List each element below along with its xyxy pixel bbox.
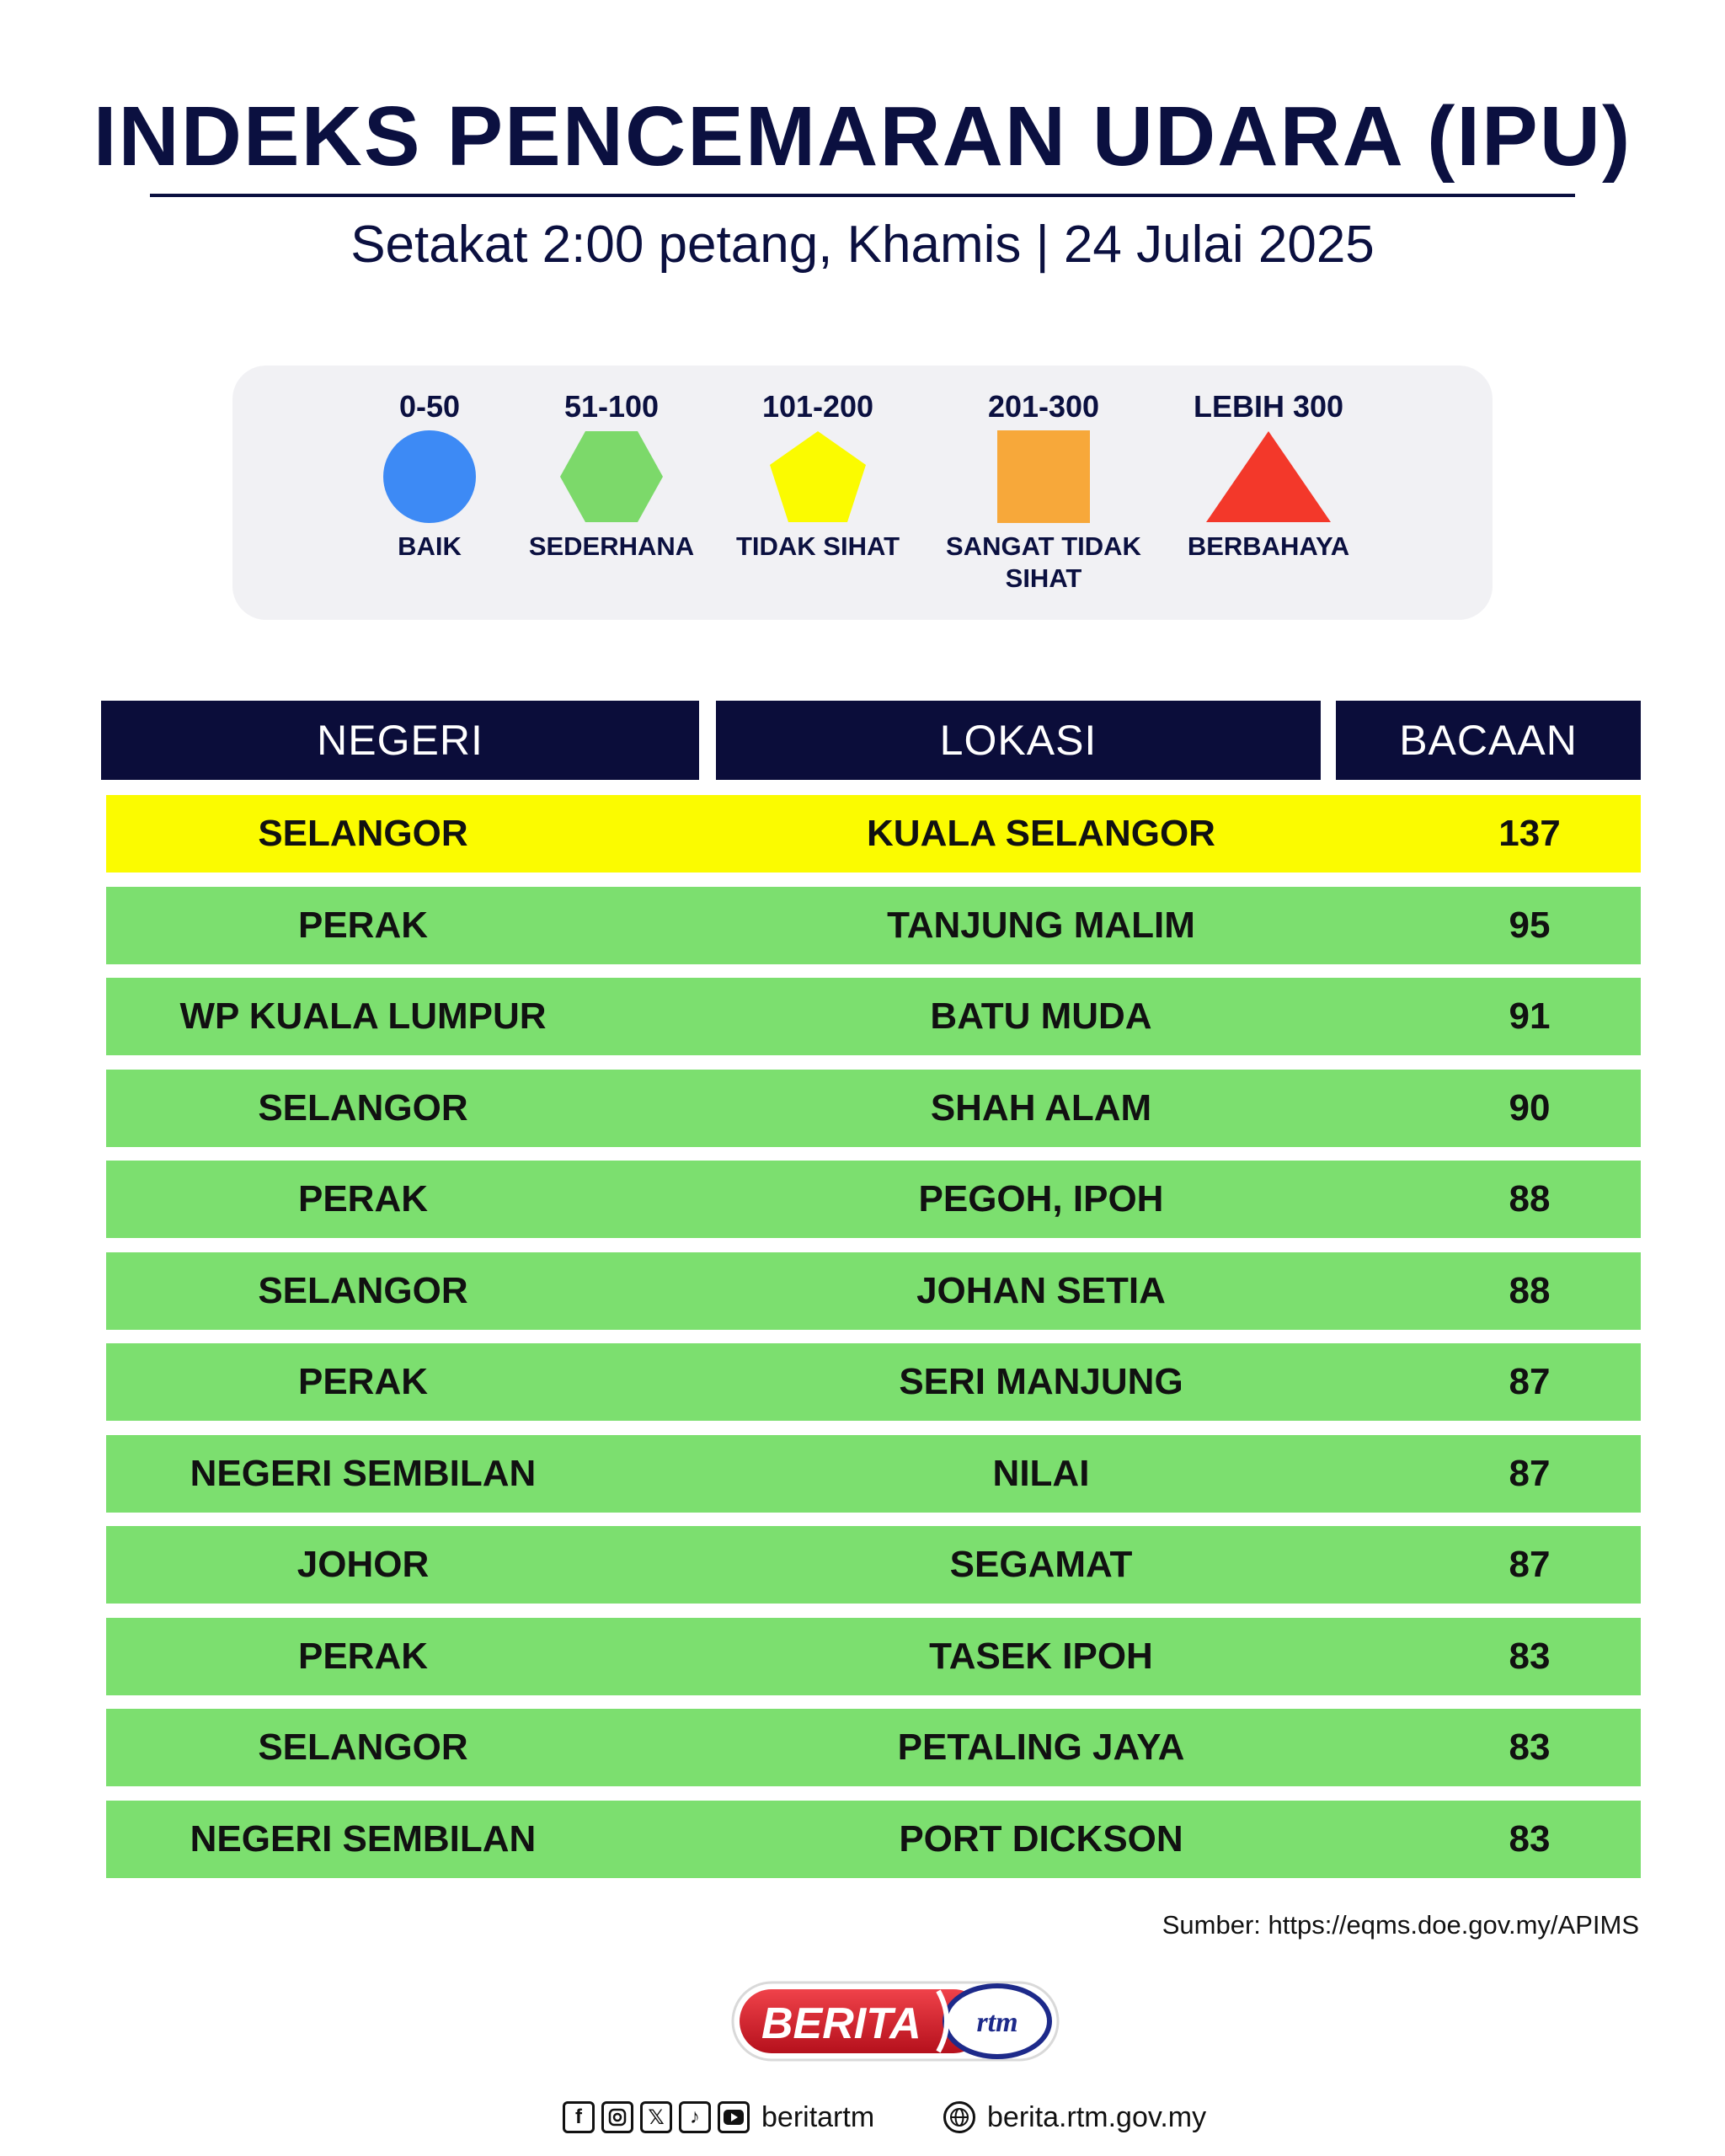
x-icon[interactable]: 𝕏 bbox=[640, 2101, 672, 2133]
cell-negeri: SELANGOR bbox=[258, 1270, 468, 1311]
table-row: PERAK TASEK IPOH 83 bbox=[106, 1618, 1641, 1695]
legend-item-sederhana: 51-100 SEDERHANA bbox=[510, 366, 713, 620]
cell-bacaan: 83 bbox=[1509, 1636, 1551, 1677]
cell-negeri: NEGERI SEMBILAN bbox=[190, 1818, 537, 1860]
table-row: PERAK TANJUNG MALIM 95 bbox=[106, 887, 1641, 964]
pentagon-icon bbox=[770, 431, 866, 522]
cell-lokasi: KUALA SELANGOR bbox=[867, 813, 1215, 854]
cell-lokasi: JOHAN SETIA bbox=[916, 1270, 1166, 1311]
cell-bacaan: 88 bbox=[1509, 1178, 1551, 1219]
website-link[interactable]: berita.rtm.gov.my bbox=[943, 2097, 1206, 2137]
youtube-icon[interactable] bbox=[718, 2101, 750, 2133]
cell-bacaan: 91 bbox=[1509, 995, 1551, 1037]
table-row: SELANGOR PETALING JAYA 83 bbox=[106, 1709, 1641, 1786]
page-title: INDEKS PENCEMARAN UDARA (IPU) bbox=[93, 89, 1632, 184]
header-bacaan: BACAAN bbox=[1336, 701, 1641, 780]
page-subtitle: Setakat 2:00 petang, Khamis | 24 Julai 2… bbox=[350, 216, 1375, 274]
cell-bacaan: 83 bbox=[1509, 1726, 1551, 1768]
cell-negeri: SELANGOR bbox=[258, 813, 468, 854]
legend-range: 201-300 bbox=[987, 389, 1100, 424]
cell-lokasi: PETALING JAYA bbox=[897, 1726, 1185, 1768]
cell-lokasi: BATU MUDA bbox=[930, 995, 1152, 1037]
social-handle[interactable]: beritartm bbox=[761, 2100, 875, 2133]
cell-negeri: PERAK bbox=[297, 1636, 429, 1677]
legend-range: 101-200 bbox=[761, 389, 874, 424]
instagram-icon[interactable] bbox=[601, 2101, 633, 2133]
cell-bacaan: 137 bbox=[1498, 813, 1561, 854]
cell-lokasi: TASEK IPOH bbox=[929, 1636, 1153, 1677]
table-row: SELANGOR KUALA SELANGOR 137 bbox=[106, 795, 1641, 873]
source-text: Sumber: https://eqms.doe.gov.my/APIMS bbox=[1162, 1910, 1639, 1940]
tiktok-icon[interactable]: ♪ bbox=[679, 2101, 711, 2133]
berita-rtm-logo: BERITA rtm bbox=[731, 1981, 1060, 2062]
legend-label: TIDAK SIHAT bbox=[735, 531, 900, 561]
cell-negeri: WP KUALA LUMPUR bbox=[179, 995, 547, 1037]
table-row: PERAK PEGOH, IPOH 88 bbox=[106, 1161, 1641, 1238]
header-negeri: NEGERI bbox=[101, 701, 699, 780]
legend-item-berbahaya: LEBIH 300 BERBAHAYA bbox=[1167, 366, 1370, 620]
cell-lokasi: SEGAMAT bbox=[949, 1544, 1133, 1585]
cell-negeri: PERAK bbox=[297, 1178, 429, 1219]
legend-panel: 0-50 BAIK 51-100 SEDERHANA 101-200 TIDAK… bbox=[232, 366, 1493, 620]
legend-label: SEDERHANA bbox=[528, 531, 695, 561]
social-links: f 𝕏 ♪ beritartm bbox=[563, 2097, 874, 2137]
legend-range: LEBIH 300 bbox=[1193, 389, 1344, 424]
legend-label: SANGAT TIDAK SIHAT bbox=[946, 531, 1141, 593]
table-row: SELANGOR JOHAN SETIA 88 bbox=[106, 1252, 1641, 1330]
table-row: JOHOR SEGAMAT 87 bbox=[106, 1526, 1641, 1604]
cell-lokasi: NILAI bbox=[992, 1453, 1090, 1494]
circle-icon bbox=[383, 430, 476, 523]
cell-negeri: SELANGOR bbox=[258, 1726, 468, 1768]
cell-lokasi: PEGOH, IPOH bbox=[918, 1178, 1164, 1219]
legend-item-tidak-sihat: 101-200 TIDAK SIHAT bbox=[717, 366, 919, 620]
title-divider bbox=[150, 194, 1575, 197]
table-row: WP KUALA LUMPUR BATU MUDA 91 bbox=[106, 978, 1641, 1055]
table-row: NEGERI SEMBILAN PORT DICKSON 83 bbox=[106, 1801, 1641, 1878]
legend-item-sangat-tidak-sihat: 201-300 SANGAT TIDAK SIHAT bbox=[943, 366, 1145, 620]
facebook-icon[interactable]: f bbox=[563, 2101, 595, 2133]
legend-label: BAIK bbox=[398, 531, 462, 561]
table-row: SELANGOR SHAH ALAM 90 bbox=[106, 1070, 1641, 1147]
globe-icon bbox=[943, 2101, 975, 2133]
cell-bacaan: 90 bbox=[1509, 1087, 1551, 1129]
table-row: NEGERI SEMBILAN NILAI 87 bbox=[106, 1435, 1641, 1513]
triangle-icon bbox=[1206, 431, 1331, 522]
legend-label: BERBAHAYA bbox=[1187, 531, 1350, 561]
cell-bacaan: 87 bbox=[1509, 1361, 1551, 1402]
cell-negeri: JOHOR bbox=[296, 1544, 430, 1585]
cell-bacaan: 95 bbox=[1509, 905, 1551, 946]
cell-lokasi: SHAH ALAM bbox=[930, 1087, 1152, 1129]
logo-text: BERITA bbox=[761, 1999, 921, 2048]
cell-lokasi: PORT DICKSON bbox=[899, 1818, 1183, 1860]
header-lokasi: LOKASI bbox=[716, 701, 1321, 780]
logo-mark: rtm bbox=[976, 2007, 1017, 2038]
legend-item-baik: 0-50 BAIK bbox=[328, 366, 531, 620]
hexagon-icon bbox=[560, 431, 663, 522]
cell-bacaan: 88 bbox=[1509, 1270, 1551, 1311]
website-url[interactable]: berita.rtm.gov.my bbox=[987, 2100, 1207, 2133]
cell-lokasi: TANJUNG MALIM bbox=[887, 905, 1195, 946]
cell-bacaan: 83 bbox=[1509, 1818, 1551, 1860]
square-icon bbox=[997, 430, 1090, 523]
cell-negeri: PERAK bbox=[297, 905, 429, 946]
cell-bacaan: 87 bbox=[1509, 1544, 1551, 1585]
cell-bacaan: 87 bbox=[1509, 1453, 1551, 1494]
table-row: PERAK SERI MANJUNG 87 bbox=[106, 1343, 1641, 1421]
legend-range: 0-50 bbox=[398, 389, 461, 424]
cell-negeri: NEGERI SEMBILAN bbox=[190, 1453, 537, 1494]
legend-range: 51-100 bbox=[563, 389, 660, 424]
cell-negeri: SELANGOR bbox=[258, 1087, 468, 1129]
cell-lokasi: SERI MANJUNG bbox=[899, 1361, 1183, 1402]
cell-negeri: PERAK bbox=[297, 1361, 429, 1402]
